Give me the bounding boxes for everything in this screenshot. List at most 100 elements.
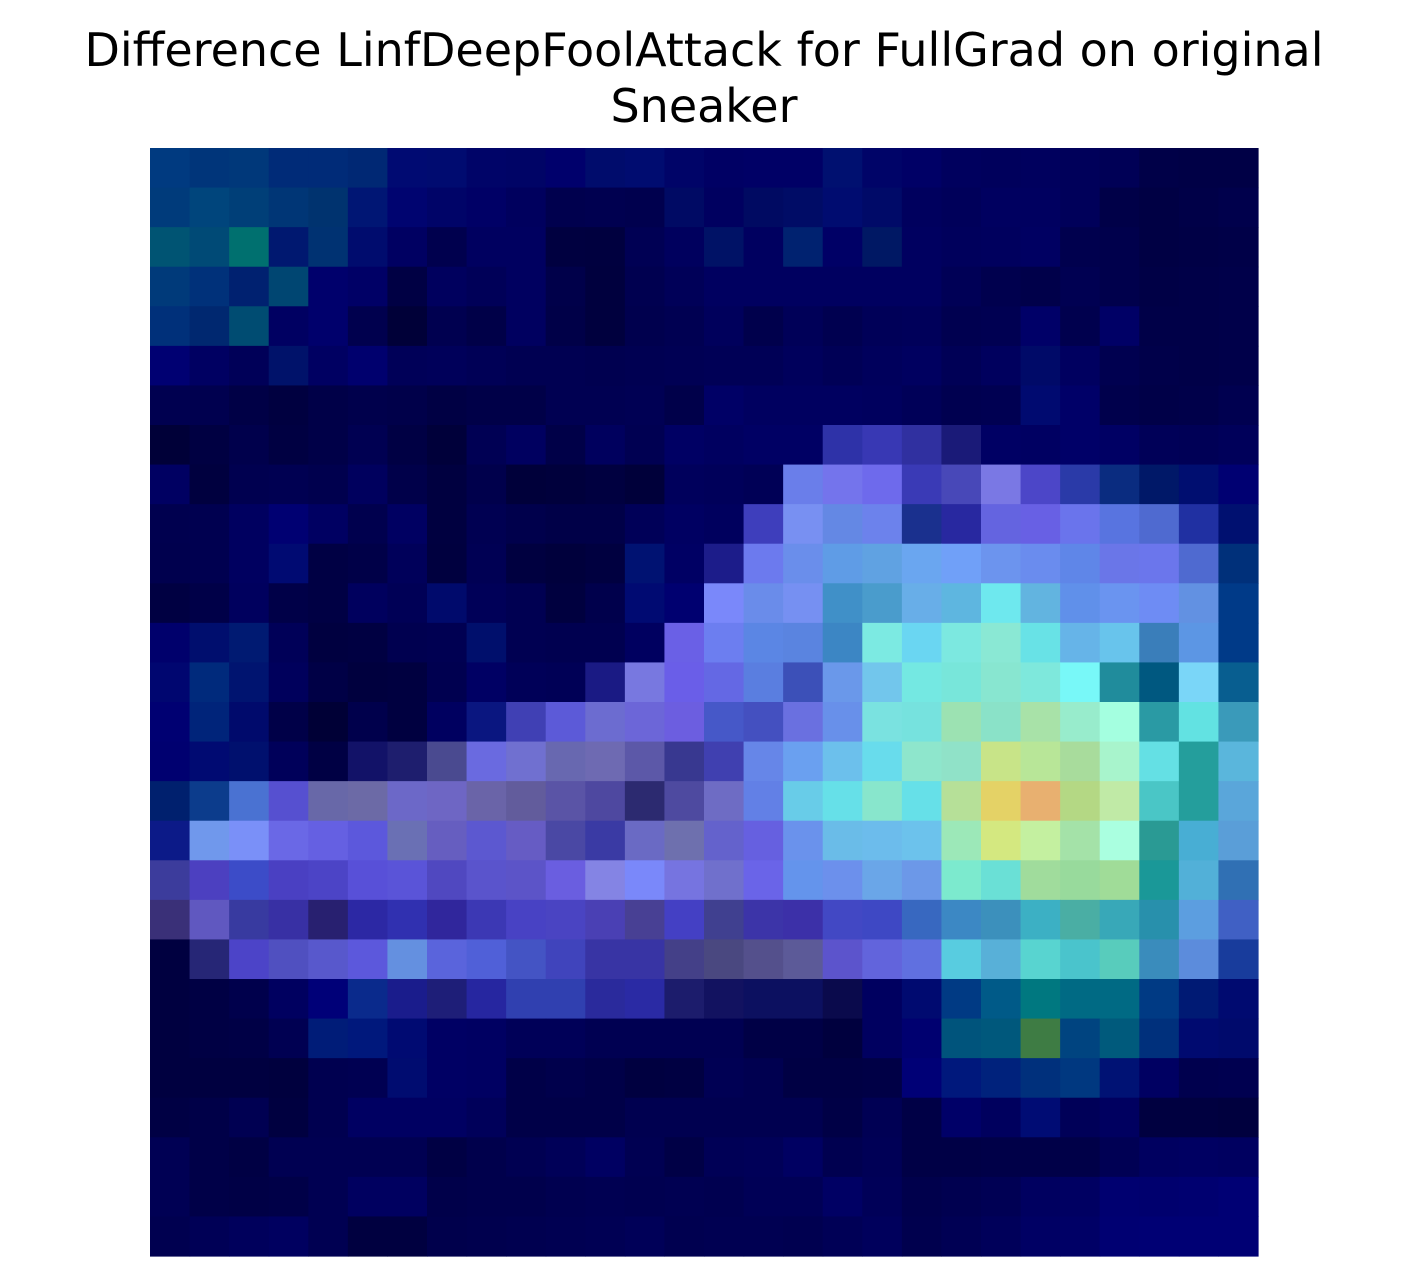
heatmap-cell bbox=[1139, 345, 1180, 387]
heatmap-cell bbox=[347, 662, 389, 703]
heatmap-cell bbox=[189, 504, 230, 545]
heatmap-cell bbox=[506, 820, 547, 861]
heatmap-cell bbox=[427, 504, 468, 545]
heatmap-cell bbox=[1178, 504, 1220, 545]
heatmap-cell bbox=[229, 1018, 270, 1059]
heatmap-cell bbox=[941, 148, 982, 189]
heatmap-cell bbox=[545, 504, 586, 545]
heatmap-cell bbox=[150, 306, 191, 347]
heatmap-cell bbox=[545, 543, 586, 584]
heatmap-cell bbox=[941, 187, 982, 228]
heatmap-cell bbox=[308, 464, 349, 505]
heatmap-cell bbox=[1218, 266, 1259, 307]
heatmap-cell bbox=[822, 1216, 863, 1257]
heatmap-cell bbox=[427, 345, 468, 387]
heatmap-cell bbox=[466, 464, 507, 505]
heatmap-cell bbox=[189, 1018, 230, 1059]
heatmap-cell bbox=[506, 1176, 547, 1218]
heatmap-cell bbox=[585, 741, 626, 782]
heatmap-cell bbox=[1020, 622, 1061, 664]
heatmap-cell bbox=[150, 741, 191, 782]
heatmap-cell bbox=[466, 1176, 507, 1218]
heatmap-cell bbox=[268, 939, 309, 980]
heatmap-cell bbox=[981, 543, 1022, 584]
heatmap-cell bbox=[427, 1176, 468, 1218]
heatmap-cell bbox=[466, 1058, 507, 1099]
heatmap-cell bbox=[941, 425, 982, 466]
heatmap-cell bbox=[862, 425, 903, 466]
heatmap-cell bbox=[704, 543, 745, 584]
heatmap-cell bbox=[941, 583, 982, 624]
heatmap-cell bbox=[783, 702, 824, 743]
heatmap-cell bbox=[1060, 860, 1101, 901]
heatmap-cell bbox=[308, 385, 349, 426]
heatmap-cell bbox=[1060, 1137, 1101, 1178]
heatmap-cell bbox=[981, 1137, 1022, 1178]
heatmap-cell bbox=[1099, 1137, 1140, 1178]
heatmap-cell bbox=[308, 702, 349, 743]
heatmap-cell bbox=[941, 741, 982, 782]
heatmap-cell bbox=[1020, 1176, 1061, 1218]
heatmap-cell bbox=[150, 1216, 191, 1257]
heatmap-cell bbox=[545, 464, 586, 505]
heatmap-cell bbox=[783, 385, 824, 426]
heatmap-cell bbox=[704, 939, 745, 980]
heatmap-cell bbox=[268, 1058, 309, 1099]
heatmap-cell bbox=[1218, 860, 1259, 901]
heatmap-cell bbox=[624, 702, 666, 743]
chart-title-line-2: Sneaker bbox=[610, 79, 798, 133]
heatmap-cell bbox=[506, 148, 547, 189]
heatmap-cell bbox=[1060, 543, 1101, 584]
heatmap-cell bbox=[506, 504, 547, 545]
heatmap-cell bbox=[1060, 266, 1101, 307]
heatmap-cell bbox=[1099, 860, 1140, 901]
heatmap-cell bbox=[229, 1216, 270, 1257]
heatmap-cell bbox=[822, 583, 863, 624]
heatmap-cell bbox=[822, 1097, 863, 1138]
heatmap-cell bbox=[545, 899, 586, 941]
heatmap-cell bbox=[941, 543, 982, 584]
heatmap-cell bbox=[822, 464, 863, 505]
heatmap-cell bbox=[941, 820, 982, 861]
heatmap-cell bbox=[545, 1058, 586, 1099]
heatmap-cell bbox=[150, 979, 191, 1020]
heatmap-cell bbox=[545, 345, 586, 387]
heatmap-cell bbox=[268, 860, 309, 901]
heatmap-cell bbox=[150, 385, 191, 426]
heatmap-cell bbox=[506, 583, 547, 624]
heatmap-cell bbox=[941, 622, 982, 664]
heatmap-cell bbox=[1060, 148, 1101, 189]
heatmap-cell bbox=[466, 622, 507, 664]
heatmap-cell bbox=[624, 1058, 666, 1099]
heatmap-cell bbox=[308, 939, 349, 980]
heatmap-cell bbox=[704, 148, 745, 189]
heatmap-cell bbox=[941, 306, 982, 347]
heatmap-cell bbox=[743, 385, 784, 426]
heatmap-cell bbox=[822, 662, 863, 703]
heatmap-cell bbox=[387, 148, 428, 189]
heatmap-cell bbox=[268, 148, 309, 189]
heatmap-cell bbox=[1178, 899, 1220, 941]
heatmap-cell bbox=[862, 1137, 903, 1178]
heatmap-cell bbox=[189, 820, 230, 861]
heatmap-cell bbox=[783, 1097, 824, 1138]
heatmap-cell bbox=[1178, 1216, 1220, 1257]
heatmap-cell bbox=[862, 702, 903, 743]
heatmap-cell bbox=[229, 148, 270, 189]
heatmap-cell bbox=[704, 1216, 745, 1257]
heatmap-cell bbox=[783, 662, 824, 703]
heatmap-cell bbox=[427, 860, 468, 901]
heatmap-cell bbox=[150, 266, 191, 307]
heatmap-cell bbox=[506, 345, 547, 387]
heatmap-cell bbox=[704, 385, 745, 426]
heatmap-cell bbox=[704, 662, 745, 703]
heatmap-cell bbox=[862, 1018, 903, 1059]
heatmap-cell bbox=[229, 820, 270, 861]
heatmap-cell bbox=[545, 1097, 586, 1138]
heatmap-cell bbox=[427, 306, 468, 347]
heatmap-cell bbox=[1020, 1137, 1061, 1178]
heatmap-cell bbox=[308, 306, 349, 347]
heatmap-cell bbox=[308, 781, 349, 822]
heatmap-cell bbox=[783, 899, 824, 941]
heatmap-cell bbox=[585, 662, 626, 703]
